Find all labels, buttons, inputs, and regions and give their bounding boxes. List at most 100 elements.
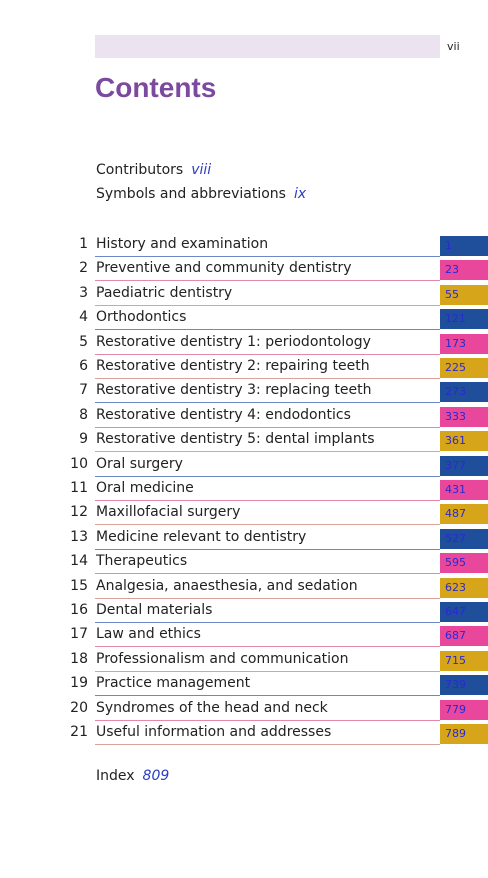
chapter-row: 18 Professionalism and communication 715	[0, 649, 488, 673]
chapter-title: Medicine relevant to dentistry	[96, 528, 307, 545]
chapter-page: 333	[440, 406, 488, 427]
chapter-number: 17	[70, 626, 88, 643]
chapter-number: 18	[70, 650, 88, 667]
chapter-number: 13	[70, 528, 88, 545]
chapter-number: 9	[79, 431, 88, 448]
entry-page: 809	[142, 768, 170, 784]
chapter-title: Restorative dentistry 4: endodontics	[96, 406, 351, 423]
row-rule	[95, 304, 440, 306]
chapter-page: 595	[440, 553, 488, 574]
chapter-title: Therapeutics	[96, 553, 188, 570]
row-rule	[95, 548, 440, 550]
row-rule	[95, 402, 440, 404]
chapter-row: 16 Dental materials 647	[0, 600, 488, 624]
chapter-row: 11 Oral medicine 431	[0, 478, 488, 502]
chapter-number: 20	[70, 699, 88, 716]
chapter-page: 779	[440, 699, 488, 720]
chapter-number: 19	[70, 675, 88, 692]
chapter-row: 2 Preventive and community dentistry 23	[0, 258, 488, 282]
row-rule	[95, 500, 440, 501]
chapter-number: 11	[70, 480, 88, 496]
chapter-page: 527	[440, 528, 488, 549]
row-rule	[95, 256, 440, 257]
chapter-number: 21	[70, 724, 88, 740]
chapter-row: 5 Restorative dentistry 1: periodontology…	[0, 332, 488, 356]
chapter-row: 9 Restorative dentistry 5: dental implant…	[0, 429, 488, 453]
chapter-page: 23	[440, 260, 488, 281]
chapter-page: 377	[440, 455, 488, 476]
chapter-row: 12 Maxillofacial surgery 487	[0, 502, 488, 526]
chapter-page: 1	[440, 236, 488, 256]
chapter-number: 8	[79, 406, 88, 423]
row-rule	[95, 329, 440, 331]
row-rule	[95, 622, 440, 623]
chapter-page: 273	[440, 382, 488, 403]
chapter-page: 55	[440, 284, 488, 305]
row-rule	[95, 426, 440, 428]
row-rule	[95, 646, 440, 648]
chapter-title: Oral surgery	[96, 455, 183, 472]
chapter-page: 487	[440, 504, 488, 525]
chapter-row: 10 Oral surgery 377	[0, 454, 488, 478]
entry-title: Symbols and abbreviations	[96, 186, 286, 202]
chapter-row: 7 Restorative dentistry 3: replacing teet…	[0, 380, 488, 404]
chapter-page: 121	[440, 309, 488, 330]
chapter-number: 14	[70, 553, 88, 570]
front-matter-entry: Contributors viii	[96, 162, 211, 178]
chapter-page: 431	[440, 480, 488, 500]
chapter-row: 4 Orthodontics 121	[0, 307, 488, 331]
entry-title: Contributors	[96, 162, 184, 178]
row-rule	[95, 573, 440, 575]
chapter-title: Analgesia, anaesthesia, and sedation	[96, 577, 358, 594]
chapter-number: 2	[79, 260, 88, 277]
chapter-number: 12	[70, 504, 88, 521]
chapter-title: Law and ethics	[96, 626, 201, 643]
chapter-page: 173	[440, 333, 488, 354]
chapter-row: 19 Practice management 739	[0, 673, 488, 697]
chapter-page: 687	[440, 626, 488, 647]
chapter-row: 1 History and examination 1	[0, 234, 488, 258]
chapter-title: Paediatric dentistry	[96, 284, 233, 301]
row-rule	[95, 719, 440, 721]
row-rule	[95, 353, 440, 355]
chapter-page: 623	[440, 577, 488, 598]
chapter-page: 789	[440, 724, 488, 744]
chapter-row: 20 Syndromes of the head and neck 779	[0, 698, 488, 722]
row-rule	[95, 744, 440, 745]
chapter-row: 13 Medicine relevant to dentistry 527	[0, 527, 488, 551]
chapter-number: 7	[79, 382, 88, 399]
entry-page: ix	[293, 186, 307, 202]
chapter-number: 4	[79, 309, 88, 326]
chapter-page: 715	[440, 650, 488, 671]
chapter-page: 225	[440, 358, 488, 378]
chapter-page: 361	[440, 431, 488, 452]
chapter-number: 16	[70, 602, 88, 618]
chapter-title: Restorative dentistry 5: dental implants	[96, 431, 375, 448]
chapter-row: 21 Useful information and addresses 789	[0, 722, 488, 746]
chapter-number: 1	[79, 236, 88, 252]
row-rule	[95, 524, 440, 526]
chapter-title: Restorative dentistry 3: replacing teeth	[96, 382, 372, 399]
chapter-title: Dental materials	[96, 602, 213, 618]
chapter-page: 647	[440, 602, 488, 622]
chapter-title: Practice management	[96, 675, 251, 692]
index-entry: Index 809	[96, 768, 169, 784]
chapter-row: 6 Restorative dentistry 2: repairing teet…	[0, 356, 488, 380]
chapter-title: Oral medicine	[96, 480, 194, 496]
chapter-number: 5	[79, 333, 88, 350]
page-number: vii	[447, 40, 460, 53]
chapter-title: Maxillofacial surgery	[96, 504, 241, 521]
chapter-number: 10	[70, 455, 88, 472]
chapter-row: 17 Law and ethics 687	[0, 624, 488, 648]
chapter-row: 8 Restorative dentistry 4: endodontics 333	[0, 405, 488, 429]
row-rule	[95, 451, 440, 453]
chapter-number: 6	[79, 358, 88, 374]
chapter-row: 14 Therapeutics 595	[0, 551, 488, 575]
chapter-row: 3 Paediatric dentistry 55	[0, 283, 488, 307]
chapter-title: History and examination	[96, 236, 269, 252]
row-rule	[95, 597, 440, 599]
chapter-number: 3	[79, 284, 88, 301]
chapter-title: Restorative dentistry 2: repairing teeth	[96, 358, 370, 374]
chapter-row: 15 Analgesia, anaesthesia, and sedation 62…	[0, 576, 488, 600]
